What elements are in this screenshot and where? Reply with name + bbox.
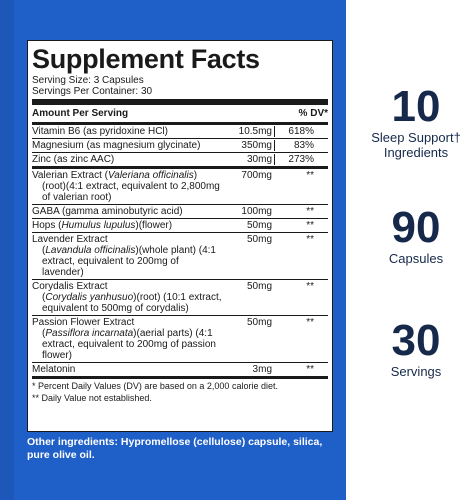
herb-latin-name: Passiflora incarnata [45,328,134,339]
herb-name-text: ) [193,170,198,181]
herb-dv: ** [306,281,314,292]
herb-amount: 50mg [246,317,272,328]
herb-desc-text: ( [42,292,46,303]
herb-latin-name: Humulus lupulus [61,220,136,231]
nutrient-dv: 618% [274,126,316,137]
herb-row-passion-flower: Passion Flower Extract (Passiflora incar… [32,316,328,363]
stat-label: Capsules [388,251,444,266]
herb-dv: ** [306,170,314,181]
herb-row-corydalis: Corydalis Extract (Corydalis yanhusuo)(r… [32,280,328,316]
footer-divider [32,376,328,379]
footnote-dv: * Percent Daily Values (DV) are based on… [32,381,278,391]
section-divider [32,166,328,169]
nutrient-dv: 273% [274,154,316,165]
herb-name-text: Valerian Extract ( [32,170,108,181]
herb-amount: 700mg [241,170,272,181]
stat-label: Sleep Support† [371,130,461,145]
amount-header: Amount Per Serving [32,108,129,119]
stat-number: 30 [391,316,441,365]
nutrient-row-vitamin-b6: Vitamin B6 (as pyridoxine HCl) 10.5mg 61… [32,125,328,139]
herb-name: Melatonin [32,364,76,375]
herb-name: Lavender Extract (Lavandula officinalis)… [32,234,222,278]
stat-label: Servings [390,364,442,379]
herb-row-lavender: Lavender Extract (Lavandula officinalis)… [32,233,328,280]
footnote-not-established: ** Daily Value not established. [32,393,152,403]
facts-title: Supplement Facts [32,44,260,74]
header-divider [32,122,328,125]
stat-servings: 30 Servings [362,316,470,380]
herb-name-text: Lavender Extract [32,234,108,245]
nutrient-name: Zinc (as zinc AAC) [32,154,115,165]
herb-row-valerian: Valerian Extract (Valeriana officinalis)… [32,169,328,205]
herb-amount: 50mg [246,281,272,292]
herb-dv: ** [306,206,314,217]
herb-description: (Lavandula officinalis)(whole plant) (4:… [32,245,222,278]
herb-name: Valerian Extract (Valeriana officinalis)… [32,170,222,203]
herb-name-text: Corydalis Extract [32,281,108,292]
herb-name: Corydalis Extract (Corydalis yanhusuo)(r… [32,281,222,314]
other-ingredients: Other ingredients: Hypromellose (cellulo… [27,436,323,461]
herb-dv: ** [306,234,314,245]
nutrient-name: Magnesium (as magnesium glycinate) [32,140,201,151]
herb-dv: ** [306,317,314,328]
herb-description: (root)(4:1 extract, equivalent to 2,800m… [42,181,220,203]
servings-per-container: Servings Per Container: 30 [32,86,153,97]
herb-description: (Corydalis yanhusuo)(root) (10:1 extract… [32,292,222,314]
nutrient-row-zinc: Zinc (as zinc AAC) 30mg 273% [32,153,328,166]
herb-name: GABA (gamma aminobutyric acid) [32,206,183,217]
blue-edge-stripe [0,0,14,500]
herb-desc-text: )(whole plant) (4:1 extract, equivalent … [42,245,216,278]
herb-row-gaba: GABA (gamma aminobutyric acid) 100mg ** [32,205,328,219]
nutrient-amount: 350mg [241,140,272,151]
stat-ingredients: 10 Sleep Support† Ingredients [362,82,470,161]
stat-label: Ingredients [383,145,449,160]
herb-name-text: Passion Flower Extract [32,317,135,328]
nutrient-name: Vitamin B6 (as pyridoxine HCl) [32,126,168,137]
stat-number: 90 [391,203,441,252]
herb-latin-name: Lavandula officinalis [45,245,136,256]
thick-divider [32,99,328,105]
supplement-facts-panel: Supplement Facts Serving Size: 3 Capsule… [27,40,333,432]
herb-desc-text: ( [42,245,46,256]
herb-description: (Passiflora incarnata)(aerial parts) (4:… [32,328,222,361]
herb-desc-text: )(aerial parts) (4:1 extract, equivalent… [42,328,216,361]
herb-name-text: Hops ( [32,220,62,231]
herb-row-hops: Hops (Humulus lupulus)(flower) 50mg ** [32,219,328,233]
herb-name: Hops (Humulus lupulus)(flower) [32,220,222,231]
herb-latin-name: Valeriana officinalis [107,170,194,181]
nutrient-dv: 83% [274,140,316,151]
herb-latin-name: Corydalis yanhusuo [45,292,134,303]
herb-dv: ** [306,220,314,231]
herb-amount: 50mg [246,234,272,245]
herb-amount: 100mg [241,206,272,217]
stat-number: 10 [391,82,441,131]
dv-header: % DV* [298,108,328,119]
nutrient-amount: 10.5mg [238,126,272,137]
herb-desc-text: )(root) (10:1 extract, equivalent to 500… [42,292,222,314]
stat-capsules: 90 Capsules [362,203,470,267]
herb-desc-text: ( [42,328,46,339]
herb-amount: 3mg [252,364,272,375]
herb-name-text: )(flower) [135,220,173,231]
herb-amount: 50mg [246,220,272,231]
herb-dv: ** [306,364,314,375]
nutrient-amount: 30mg [246,154,272,165]
herb-name: Passion Flower Extract (Passiflora incar… [32,317,222,361]
nutrient-row-magnesium: Magnesium (as magnesium glycinate) 350mg… [32,139,328,153]
serving-size: Serving Size: 3 Capsules [32,75,144,86]
herb-row-melatonin: Melatonin 3mg ** [32,363,328,376]
facts-header-row: Amount Per Serving % DV* [32,107,328,122]
